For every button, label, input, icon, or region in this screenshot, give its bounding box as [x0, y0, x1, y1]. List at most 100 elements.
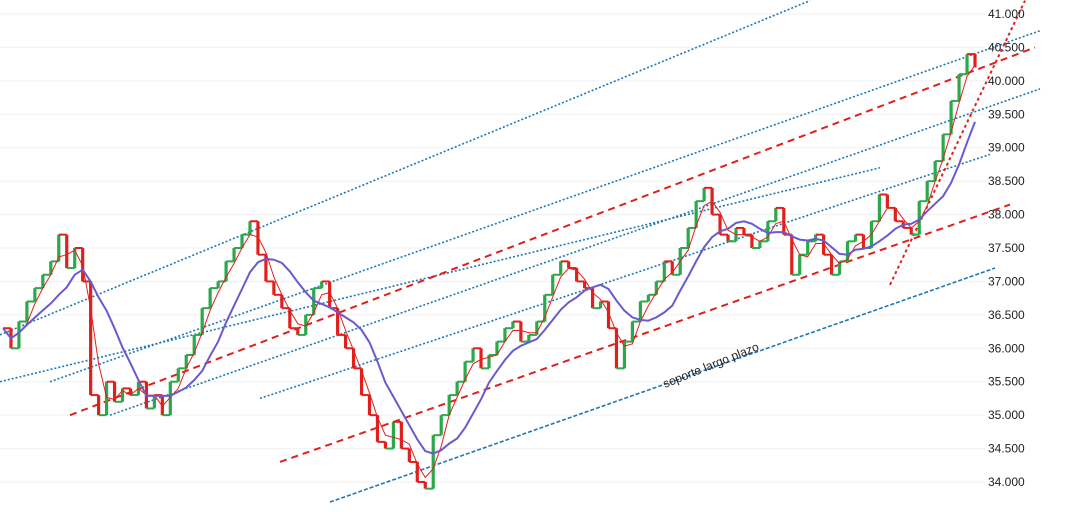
- candle: [17, 321, 21, 349]
- candle: [806, 241, 810, 255]
- candle: [112, 381, 117, 402]
- candle: [176, 368, 180, 382]
- candle: [630, 321, 635, 342]
- candle: [766, 221, 770, 242]
- candle: [296, 328, 300, 335]
- red-trend-steep-line: [889, 0, 1026, 286]
- candle: [240, 234, 244, 248]
- candle: [33, 288, 37, 302]
- candle: [41, 274, 45, 289]
- candle: [73, 248, 77, 269]
- candle: [829, 254, 834, 275]
- candle: [280, 294, 284, 309]
- candle: [837, 261, 842, 275]
- candle: [304, 314, 308, 335]
- candle: [614, 328, 619, 369]
- candle: [367, 395, 372, 416]
- candle: [567, 261, 571, 269]
- candle: [104, 381, 109, 416]
- candle: [383, 441, 388, 449]
- candle: [328, 281, 332, 309]
- candle: [662, 261, 666, 282]
- candle: [320, 281, 324, 289]
- channel-lines: [0, 0, 1041, 503]
- y-tick-label: 35.000: [988, 408, 1025, 422]
- candle: [726, 234, 730, 242]
- candle: [742, 227, 746, 235]
- candle: [447, 395, 451, 416]
- candle: [790, 234, 794, 275]
- candle: [439, 415, 443, 436]
- y-tick-label: 37.000: [988, 274, 1025, 288]
- candle: [423, 482, 427, 489]
- blue-channel-3-line: [109, 88, 1041, 416]
- candle: [949, 100, 953, 135]
- candle: [232, 248, 236, 262]
- candle: [933, 161, 937, 182]
- candle: [885, 194, 889, 208]
- candle: [535, 321, 539, 335]
- candle: [957, 74, 961, 101]
- blue-channel-2-line: [49, 29, 1041, 383]
- moving-averages: [2, 65, 976, 479]
- candle: [288, 308, 292, 329]
- candle: [559, 261, 563, 275]
- candle: [893, 207, 897, 222]
- candle: [798, 254, 802, 275]
- candle: [160, 395, 164, 416]
- candle: [248, 221, 252, 235]
- y-tick-label: 37.500: [988, 241, 1025, 255]
- candle: [463, 361, 467, 382]
- candle: [583, 281, 587, 289]
- candle: [49, 261, 53, 275]
- candle: [622, 341, 627, 369]
- candle: [120, 388, 125, 402]
- candle: [359, 368, 364, 396]
- red-channel-1-line: [69, 46, 1036, 417]
- candle: [822, 234, 826, 255]
- candle: [590, 288, 595, 309]
- candle: [200, 308, 204, 335]
- candle: [415, 461, 419, 482]
- candle: [941, 134, 945, 162]
- candle: [407, 448, 411, 462]
- candle: [391, 421, 395, 449]
- candle: [774, 207, 778, 222]
- candle: [519, 321, 523, 342]
- grid: [0, 13, 985, 483]
- candle: [877, 194, 881, 222]
- candle: [487, 354, 491, 369]
- candle: [638, 301, 642, 322]
- candle: [128, 388, 133, 396]
- y-tick-label: 38.000: [988, 208, 1025, 222]
- candle: [606, 301, 611, 329]
- candle: [471, 348, 475, 362]
- candle: [598, 301, 603, 309]
- candle: [527, 334, 531, 342]
- candle: [909, 227, 913, 235]
- candle: [511, 321, 515, 329]
- y-tick-label: 40.500: [988, 40, 1025, 54]
- y-tick-label: 34.000: [988, 475, 1025, 489]
- y-axis: 34.000 34.500 35.000 35.500 36.000 36.500 37.0…: [988, 7, 1025, 489]
- candle: [925, 181, 929, 202]
- candle: [208, 288, 212, 309]
- y-tick-label: 40.000: [988, 74, 1025, 88]
- blue-channel-5-line: [259, 153, 991, 400]
- candle: [654, 281, 658, 295]
- candle: [224, 261, 228, 282]
- candle: [495, 341, 499, 355]
- blue-channel-1-line: [0, 0, 811, 336]
- y-tick-label: 38.500: [988, 174, 1025, 188]
- annotation-soporte: soporte largo plazo: [661, 339, 761, 390]
- candle: [336, 308, 340, 335]
- candle: [646, 294, 650, 302]
- candle: [965, 54, 969, 75]
- candles: [3, 53, 977, 490]
- y-tick-label: 36.000: [988, 341, 1025, 355]
- candle: [343, 334, 348, 349]
- candle: [192, 334, 196, 355]
- candle: [694, 201, 698, 228]
